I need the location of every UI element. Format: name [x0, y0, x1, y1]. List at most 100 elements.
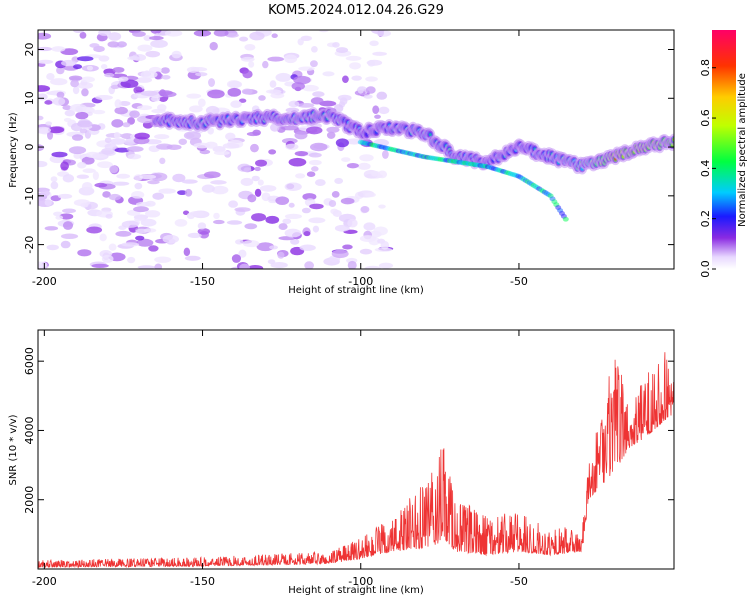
spectrogram-noise-cell — [295, 173, 306, 179]
spectrogram-noise-cell — [310, 142, 328, 152]
spectrogram-noise-cell — [189, 210, 205, 217]
y-tick-label: -10 — [23, 187, 36, 205]
snr-frame — [37, 329, 675, 570]
spectrogram-noise-cell — [372, 105, 380, 115]
spectrogram-noise-cell — [152, 192, 165, 200]
spectrogram-noise-cell — [285, 143, 299, 150]
spectrogram-noise-cell — [371, 30, 385, 34]
spectrogram-noise-cell — [116, 41, 127, 48]
spectrogram-noise-cell — [234, 207, 251, 212]
spectrogram-noise-cell — [113, 131, 121, 139]
spectrogram-noise-cell — [68, 75, 83, 81]
spectrogram-noise-cell — [104, 137, 112, 144]
spectrogram-noise-cell — [150, 172, 168, 182]
spectrogram-noise-cell — [334, 224, 350, 232]
spectrogram-noise-cell — [363, 94, 373, 99]
spectrogram-noise-cell — [346, 162, 359, 169]
spectrogram-noise-cell — [186, 66, 200, 73]
spectrogram-noise-cell — [62, 105, 72, 111]
spectrogram-noise-cell — [357, 86, 364, 94]
spectrogram-noise-cell — [50, 181, 59, 190]
spectrogram-noise-cell — [63, 117, 72, 123]
spectrogram-noise-cell — [247, 264, 264, 269]
spectrogram-noise-cell — [277, 251, 285, 259]
spectrogram-noise-cell — [349, 62, 361, 70]
y-tick-label: 10 — [23, 91, 36, 105]
spectrogram-noise-cell — [238, 249, 247, 258]
spectrogram-noise-cell — [267, 56, 285, 62]
spectrogram-noise-cell — [335, 47, 349, 54]
spectrogram-noise-cell — [288, 157, 307, 167]
spectrogram-noise-cell — [310, 97, 324, 105]
figure-title: KOM5.2024.012.04.26.G29 — [268, 3, 444, 18]
spectrogram-noise-cell — [150, 30, 162, 34]
spectrogram-noise-cell — [298, 66, 315, 71]
spectrogram-noise-cell — [51, 46, 66, 52]
spectrogram-noise-cell — [126, 146, 144, 152]
spectrogram-noise-cell — [201, 184, 215, 193]
spectrogram-noise-cell — [51, 151, 68, 158]
spectrogram-noise-cell — [132, 31, 146, 37]
spectrogram-noise-cell — [208, 78, 216, 87]
y-tick-label: 0 — [23, 144, 36, 151]
spectrogram-noise-cell — [139, 174, 157, 180]
spectrogram-noise-cell — [161, 74, 171, 80]
spectrogram-noise-cell — [50, 78, 68, 86]
colorbar: 0.0 0.2 0.4 0.6 0.8 Normalized spectral ampl… — [699, 30, 748, 278]
spectrogram-noise-cell — [68, 146, 87, 155]
spectrogram-x-ticks: -200 -150 -100 -50 — [32, 30, 528, 288]
spectrogram-noise-cell — [365, 86, 376, 94]
spectrogram-noise-cell — [140, 218, 157, 227]
spectrogram-noise-cell — [360, 206, 370, 213]
spectrogram-noise-cell — [38, 115, 44, 121]
spectrogram-noise-cell — [99, 233, 107, 242]
spectrogram-noise-cell — [135, 228, 148, 234]
spectrogram-noise-cell — [110, 138, 127, 145]
spectrogram-noise-cell — [294, 131, 308, 140]
spectrogram-noise-cell — [129, 110, 140, 118]
spectrogram-noise-cell — [228, 80, 243, 89]
spectrogram-noise-cell — [262, 60, 269, 69]
y-tick-label: -20 — [23, 236, 36, 254]
spectrogram-noise-cell — [249, 31, 265, 41]
spectrogram-noise-cell — [38, 46, 53, 52]
spectrogram-noise-cell — [151, 108, 166, 114]
spectrogram-noise-cell — [347, 218, 358, 228]
spectrogram-noise-cell — [70, 79, 79, 88]
spectrogram-noise-cell — [95, 94, 113, 101]
spectrogram-noise-cell — [357, 162, 371, 170]
spectrogram-noise-cell — [105, 213, 113, 219]
snr-series — [37, 352, 674, 569]
spectrogram-noise-cell — [244, 43, 256, 51]
spectrogram-noise-cell — [212, 219, 225, 225]
spectrogram-noise-cell — [284, 213, 302, 219]
spectrogram-noise-cell — [107, 41, 120, 48]
spectrogram-noise-cell — [228, 200, 239, 208]
spectrogram-noise-cell — [314, 179, 326, 186]
spectrogram-noise-cell — [378, 106, 390, 115]
spectrogram-noise-cell — [73, 199, 91, 207]
spectrogram-noise-cell — [172, 173, 186, 183]
spectrogram-noise-cell — [304, 261, 314, 269]
x-tick-label: -50 — [510, 575, 528, 588]
spectrogram-noise-cell — [159, 157, 166, 165]
y-tick-label: 20 — [23, 43, 36, 57]
spectrogram-noise-cell — [166, 144, 182, 150]
colorbar-label: Normalized spectral amplitude — [737, 73, 748, 227]
spectrogram-noise-cell — [301, 207, 311, 214]
spectrogram-noise-cell — [77, 249, 92, 257]
spectrogram-noise-cell — [120, 133, 134, 139]
spectrogram-noise-cell — [294, 150, 309, 157]
spectrogram-noise-cell — [257, 179, 264, 186]
spectrogram-noise-cell — [145, 200, 156, 207]
spectrogram-noise-cell — [80, 76, 95, 83]
spectrogram-noise-cell — [60, 233, 79, 240]
spectrogram-noise-cell — [227, 87, 242, 97]
snr-x-ticks: -200 -150 -100 -50 — [32, 330, 528, 588]
spectrogram-noise-cell — [116, 173, 131, 179]
spectrogram-noise-cell — [197, 222, 207, 230]
spectrogram-noise-cell — [303, 230, 311, 237]
spectrogram-noise-cell — [76, 56, 94, 62]
spectrogram-noise-cell — [162, 234, 179, 244]
